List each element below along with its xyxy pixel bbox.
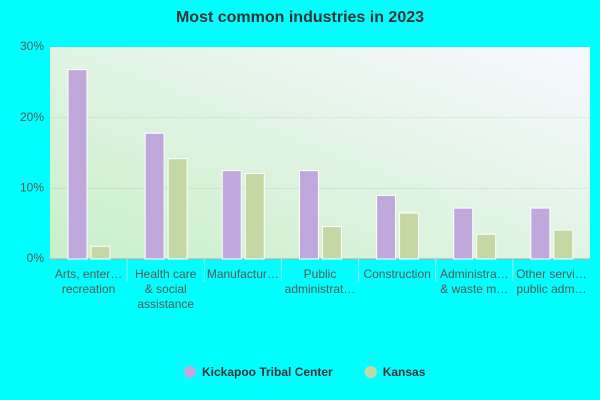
legend-label: Kansas: [383, 365, 426, 379]
bar: [90, 245, 111, 260]
bar: [321, 225, 342, 260]
chart-title: Most common industries in 2023: [176, 9, 424, 26]
bar: [376, 194, 397, 260]
x-tick-label: Health care & social assistance: [135, 267, 197, 311]
legend-swatch: [184, 366, 196, 378]
x-tick-label: Other servi… public adm…: [516, 267, 587, 296]
x-tick-label: Manufactur…: [207, 267, 279, 281]
x-tick-label: Construction: [363, 267, 430, 281]
bar: [244, 172, 265, 260]
legend-swatch: [364, 366, 377, 378]
bar: [167, 158, 188, 260]
plot-area: [50, 47, 590, 259]
x-tick-label: Arts, enter… recreation: [55, 267, 122, 296]
bar: [453, 207, 474, 260]
y-tick-label: 10%: [20, 181, 44, 195]
bar: [399, 212, 420, 260]
legend-label: Kickapoo Tribal Center: [202, 365, 333, 379]
bar: [553, 229, 574, 260]
x-tick-label: Administra… & waste m…: [440, 267, 509, 296]
bar: [221, 170, 242, 260]
bar: [530, 207, 551, 260]
x-tick-label: Public administrat…: [285, 267, 356, 296]
y-tick-label: 30%: [20, 39, 44, 53]
y-tick-label: 20%: [20, 110, 44, 124]
bar: [298, 170, 319, 260]
bar: [67, 69, 88, 260]
bar: [476, 233, 497, 260]
bar: [144, 132, 165, 260]
y-tick-label: 0%: [27, 251, 45, 265]
